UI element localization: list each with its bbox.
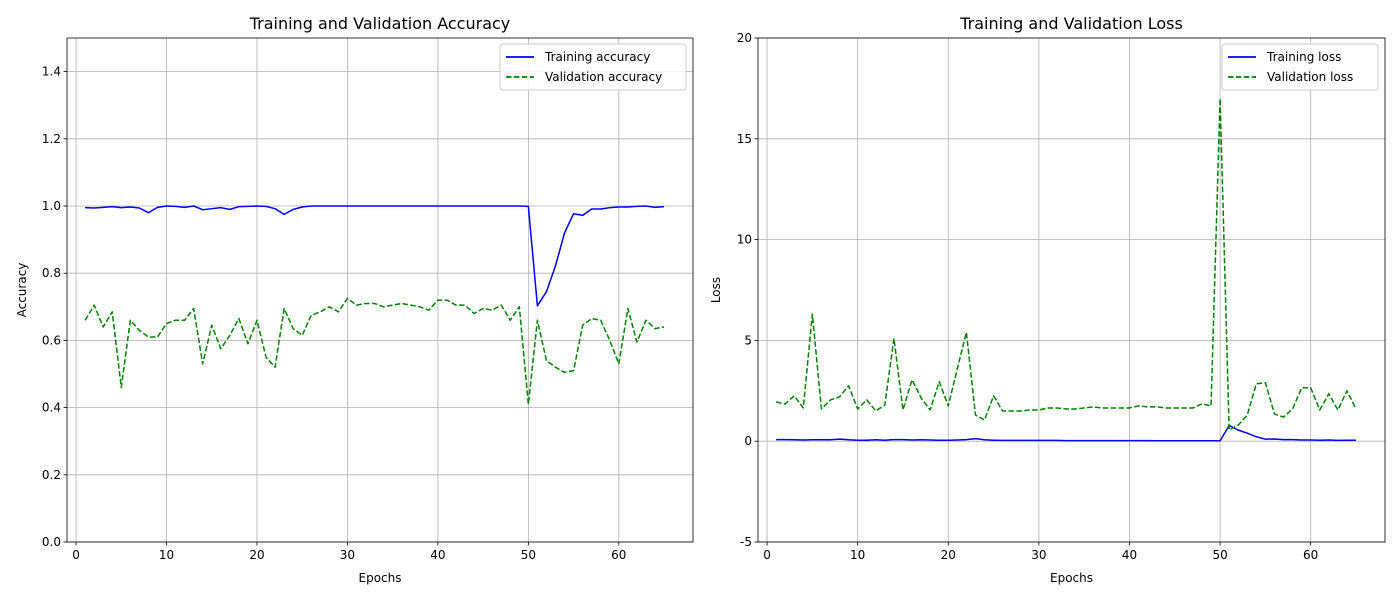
y-axis-label: Loss: [709, 277, 723, 303]
series-group: [775, 97, 1357, 442]
chart-title: Training and Validation Accuracy: [249, 14, 511, 33]
x-tick-label: 20: [249, 548, 264, 562]
y-tick-label: -5: [740, 535, 752, 549]
x-tick-label: 50: [1212, 548, 1227, 562]
axes-frame: [757, 37, 1386, 543]
legend-box: [499, 43, 687, 91]
axes-frame: [66, 37, 694, 543]
y-tick-label: 0.8: [42, 266, 61, 280]
training-loss-line: [776, 424, 1357, 442]
validation-accuracy-line: [84, 297, 665, 405]
x-tick-label: 40: [1122, 548, 1137, 562]
y-tick-label: 1.4: [42, 65, 61, 79]
legend: Training accuracy Validation accuracy: [499, 43, 687, 91]
x-tick-label: 30: [1031, 548, 1046, 562]
x-tick-label: 60: [1303, 548, 1318, 562]
chart-title: Training and Validation Loss: [959, 14, 1183, 33]
legend-label: Training accuracy: [544, 50, 650, 64]
accuracy-chart: 0 10 20 30 40 50 60 0.0 0.2 0.4 0.6 0.8 1.0 1.2 1.4 Tra…: [15, 14, 694, 585]
grid: [67, 38, 693, 543]
x-tick-label: 60: [611, 548, 626, 562]
y-tick-label: 5: [744, 333, 752, 347]
x-tick-label: 40: [430, 548, 445, 562]
x-axis-ticks: 0 10 20 30 40 50 60: [763, 542, 1318, 562]
y-tick-label: 0: [744, 434, 752, 448]
loss-chart: 0 10 20 30 40 50 60 -5 0 5 10 15 20 Training and Vali…: [709, 14, 1386, 585]
y-tick-label: 0.0: [42, 535, 61, 549]
grid: [758, 37, 1385, 543]
x-axis-ticks: 0 10 20 30 40 50 60: [72, 542, 626, 562]
training-accuracy-line: [85, 205, 665, 307]
y-tick-label: 0.4: [42, 401, 61, 415]
x-tick-label: 10: [850, 548, 865, 562]
x-axis-label: Epochs: [1050, 571, 1093, 585]
y-tick-label: 15: [737, 132, 752, 146]
x-tick-label: 20: [941, 548, 956, 562]
y-tick-label: 20: [737, 31, 752, 45]
x-axis-label: Epochs: [359, 571, 402, 585]
y-tick-label: 10: [737, 233, 752, 247]
legend-label: Validation accuracy: [545, 70, 662, 84]
x-tick-label: 0: [763, 548, 771, 562]
legend-label: Validation loss: [1267, 70, 1353, 84]
y-tick-label: 1.2: [42, 132, 61, 146]
y-tick-label: 0.2: [42, 468, 61, 482]
x-tick-label: 50: [521, 548, 536, 562]
x-tick-label: 30: [340, 548, 355, 562]
y-tick-label: 0.6: [42, 333, 61, 347]
y-axis-label: Accuracy: [15, 263, 29, 318]
x-tick-label: 10: [159, 548, 174, 562]
legend: Training loss Validation loss: [1221, 43, 1379, 91]
y-axis-ticks: -5 0 5 10 15 20: [737, 31, 758, 549]
legend-box: [1221, 43, 1379, 91]
y-tick-label: 1.0: [42, 199, 61, 213]
legend-label: Training loss: [1266, 50, 1341, 64]
x-tick-label: 0: [72, 548, 80, 562]
series-group: [84, 205, 665, 405]
validation-loss-line: [775, 97, 1357, 431]
y-axis-ticks: 0.0 0.2 0.4 0.6 0.8 1.0 1.2 1.4: [42, 65, 67, 549]
